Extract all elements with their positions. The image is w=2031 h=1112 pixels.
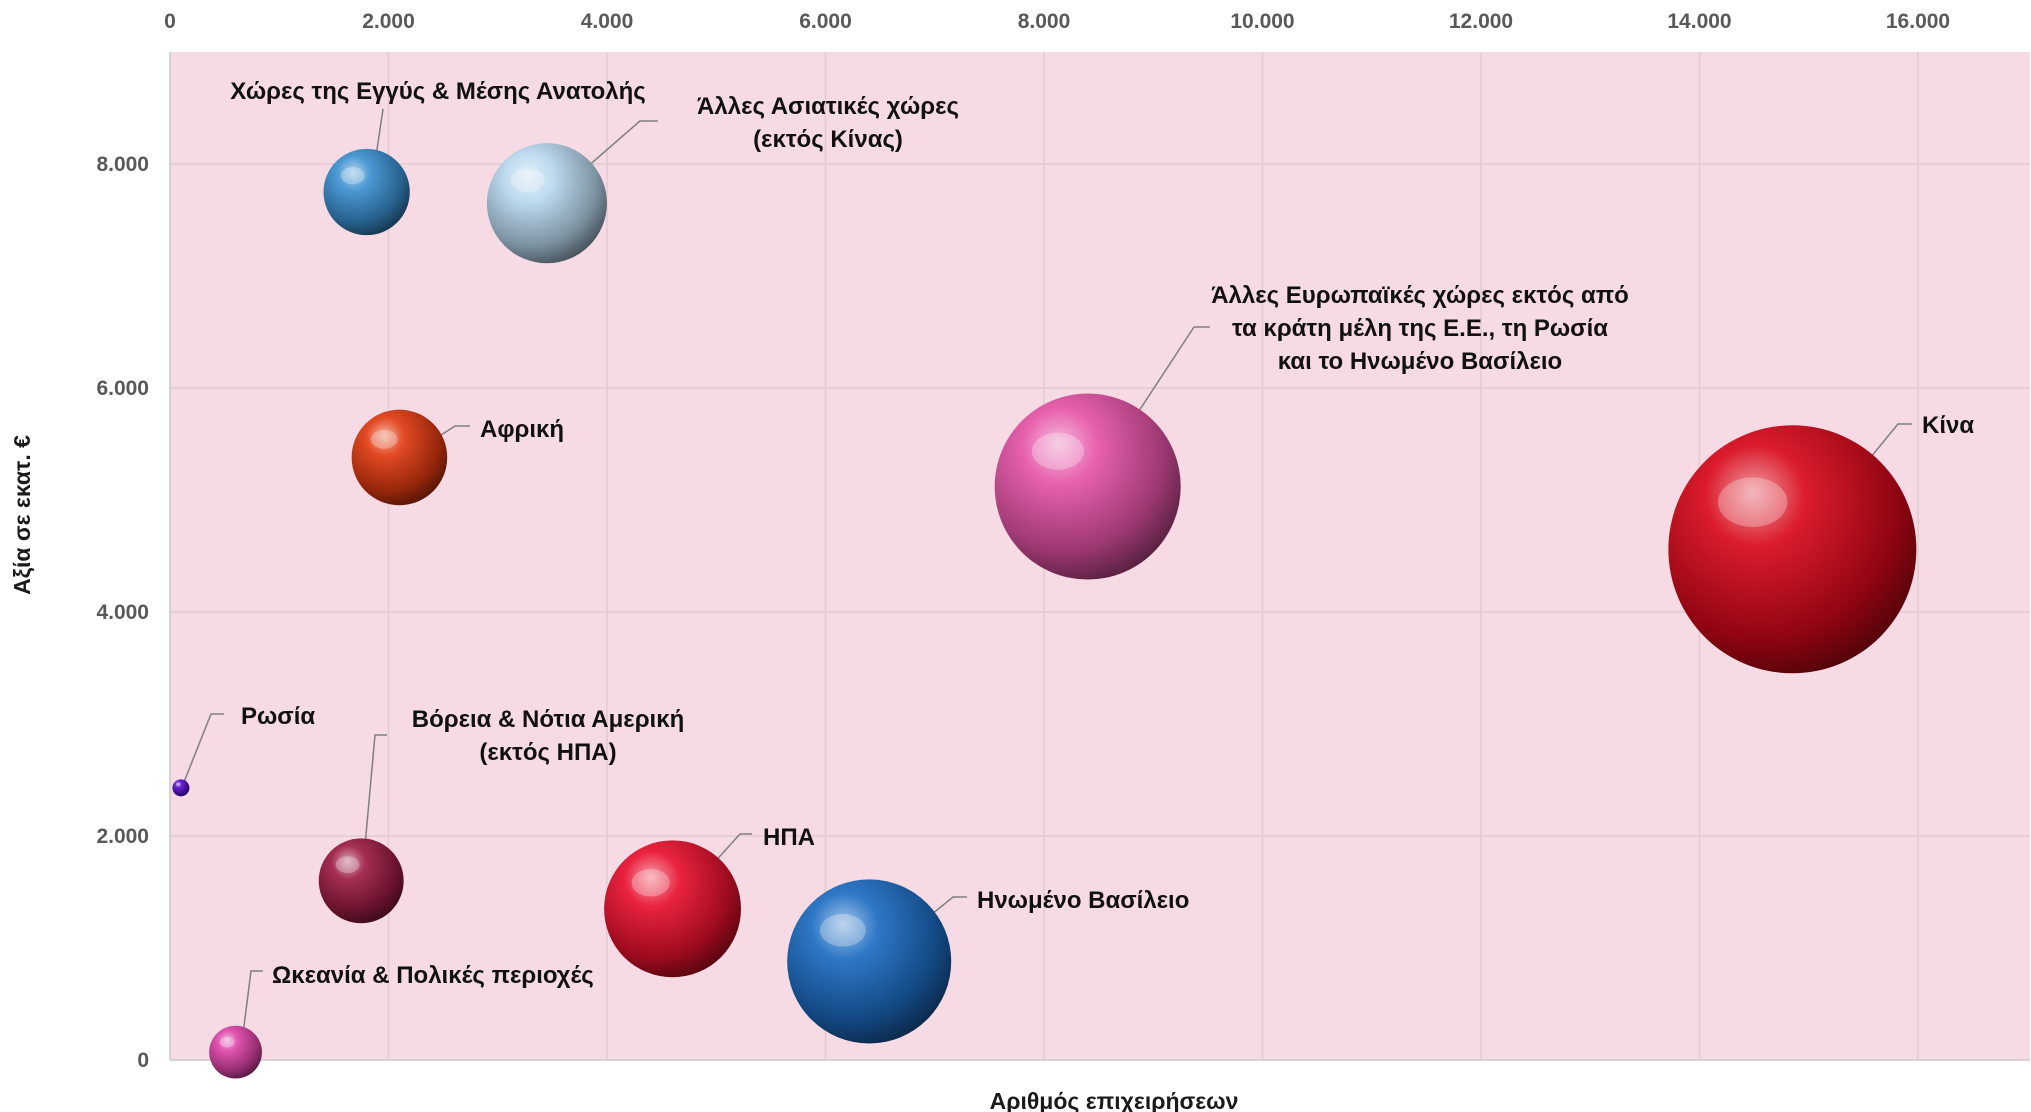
leader-line: [181, 713, 224, 788]
data-label: Χώρες της Εγγύς & Μέσης Ανατολής: [230, 78, 646, 105]
bubble: [318, 838, 404, 924]
data-label: Άλλες Ασιατικές χώρες (εκτός Κίνας): [697, 93, 959, 153]
x-tick-label: 12.000: [1449, 10, 1513, 33]
bubble-highlight: [175, 782, 181, 787]
bubble: [1668, 425, 1917, 674]
x-axis-title: Αριθμός επιχειρήσεων: [990, 1088, 1239, 1112]
bubble-highlight: [370, 429, 398, 449]
bubble-highlight: [631, 869, 670, 897]
x-tick-label: 0: [164, 10, 176, 33]
bubble-highlight: [510, 168, 545, 193]
y-tick-label: 4.000: [96, 601, 149, 624]
bubble: [209, 1025, 262, 1079]
bubble: [994, 393, 1181, 580]
data-label: Ηνωμένο Βασίλειο: [977, 887, 1189, 914]
bubble: [604, 840, 741, 978]
bubble: [486, 143, 607, 264]
y-axis-title: Αξία σε εκατ. €: [9, 435, 35, 595]
bubble-highlight: [1031, 432, 1084, 470]
x-tick-label: 4.000: [581, 10, 634, 33]
y-tick-label: 0: [137, 1049, 149, 1072]
data-label: Ρωσία: [241, 703, 315, 730]
y-tick-label: 2.000: [96, 825, 149, 848]
y-tick-label: 8.000: [96, 153, 149, 176]
bubble: [787, 879, 952, 1044]
x-tick-label: 10.000: [1230, 10, 1294, 33]
x-tick-label: 6.000: [799, 10, 852, 33]
bubble-highlight: [819, 913, 866, 947]
bubble: [351, 409, 448, 506]
data-label: Βόρεια & Νότια Αμερική (εκτός ΗΠΑ): [412, 706, 685, 766]
y-tick-label: 6.000: [96, 377, 149, 400]
data-label: Κίνα: [1922, 412, 1974, 439]
bubble: [323, 148, 410, 236]
x-tick-label: 8.000: [1018, 10, 1071, 33]
data-label: ΗΠΑ: [763, 824, 815, 851]
leader-line: [361, 734, 387, 880]
leader-line: [240, 970, 263, 1051]
bubble-highlight: [219, 1036, 235, 1048]
x-tick-label: 16.000: [1886, 10, 1950, 33]
bubble-highlight: [1717, 477, 1788, 527]
x-tick-label: 14.000: [1667, 10, 1731, 33]
data-label: Ωκεανία & Πολικές περιοχές: [272, 962, 594, 989]
data-label: Αφρική: [480, 416, 564, 443]
data-label: Άλλες Ευρωπαϊκές χώρες εκτός από τα κράτη…: [1211, 282, 1629, 375]
x-tick-label: 2.000: [362, 10, 415, 33]
bubble-highlight: [340, 166, 365, 185]
bubble: [172, 779, 190, 797]
bubble-highlight: [335, 856, 360, 874]
